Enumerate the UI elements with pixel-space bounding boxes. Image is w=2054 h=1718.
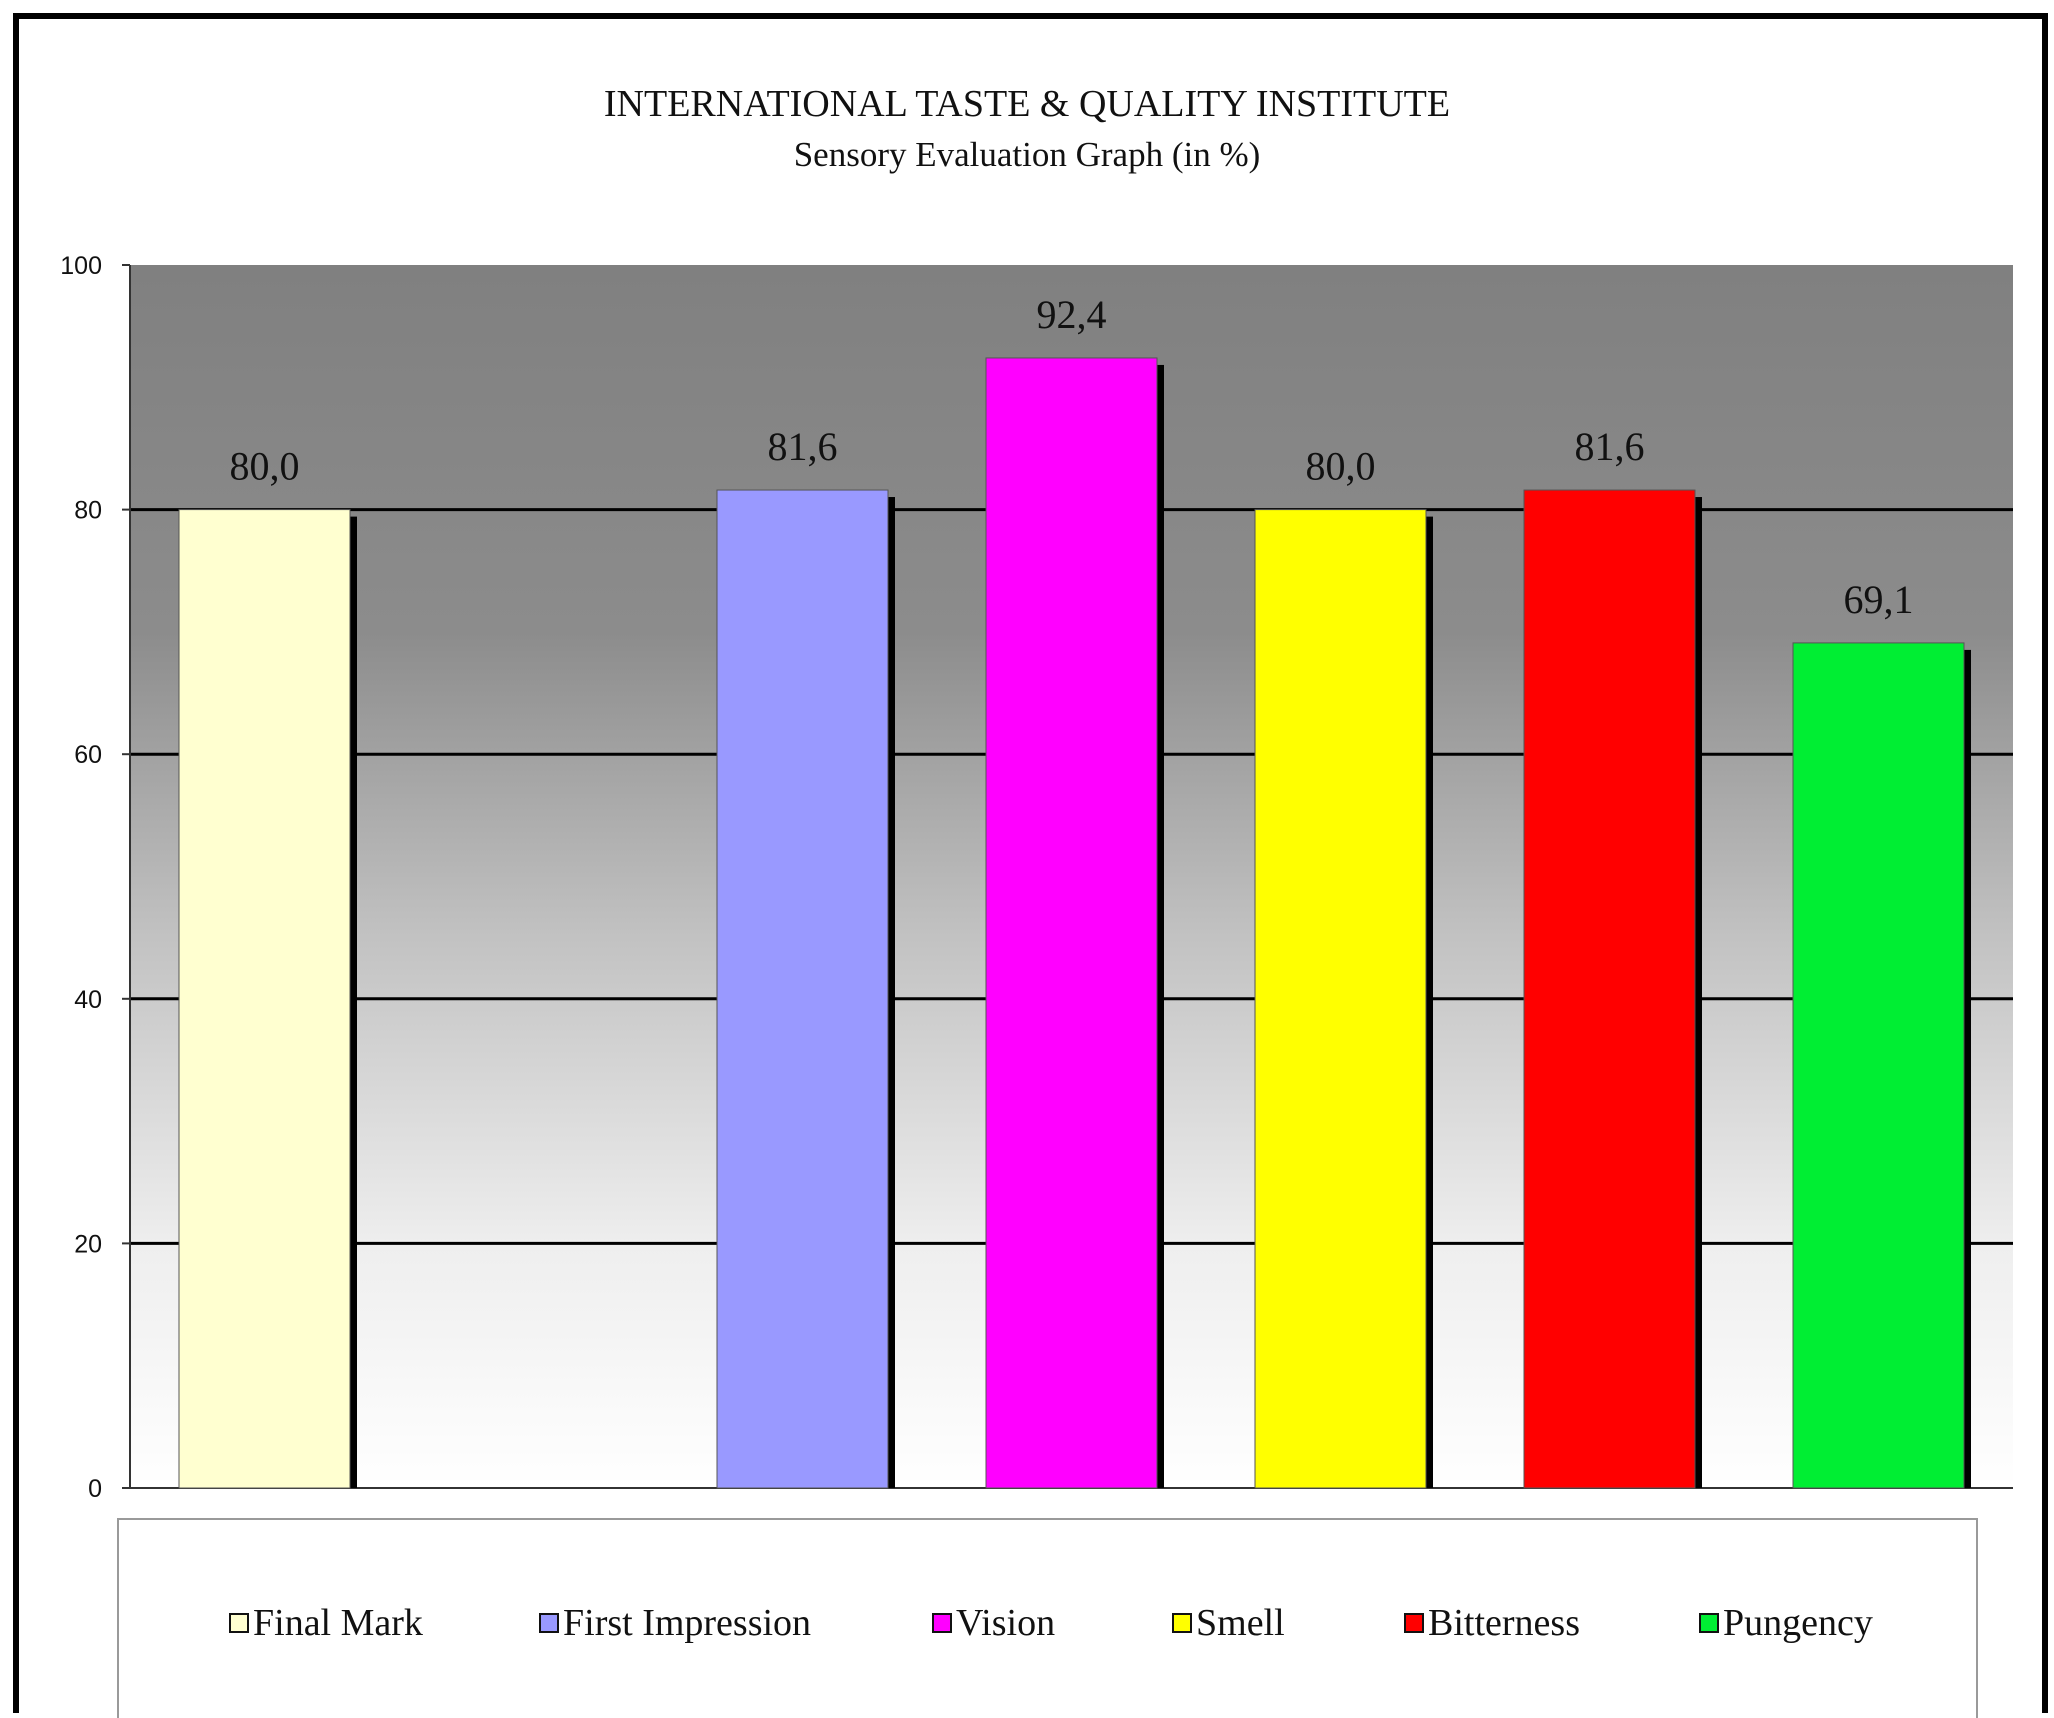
legend-label: First Impression <box>563 1602 812 1644</box>
legend-label: Pungency <box>1723 1602 1873 1644</box>
legend-item-final-mark: Final Mark <box>229 1601 423 1645</box>
y-tick-label: 20 <box>74 1230 102 1258</box>
legend-swatch <box>1172 1613 1192 1633</box>
legend-label: Vision <box>956 1602 1056 1644</box>
data-label: 81,6 <box>768 424 838 469</box>
bar-smell <box>1254 509 1427 1489</box>
bar-first-impression <box>716 489 889 1489</box>
chart-title: INTERNATIONAL TASTE & QUALITY INSTITUTE <box>603 83 1451 125</box>
legend-swatch <box>539 1613 559 1633</box>
legend-label: Bitterness <box>1428 1602 1580 1644</box>
legend-item-bitterness: Bitterness <box>1404 1601 1580 1645</box>
y-tick-label: 0 <box>88 1475 102 1503</box>
legend-item-smell: Smell <box>1172 1601 1285 1645</box>
legend-label: Final Mark <box>253 1602 423 1644</box>
legend-swatch <box>932 1613 952 1633</box>
title-block: INTERNATIONAL TASTE & QUALITY INSTITUTE … <box>0 78 2054 180</box>
legend-swatch <box>1404 1613 1424 1633</box>
legend-item-vision: Vision <box>932 1601 1055 1645</box>
y-tick-label: 100 <box>60 252 102 280</box>
bar-bitterness <box>1523 489 1696 1489</box>
y-tick-label: 80 <box>74 497 102 525</box>
y-tick-label: 60 <box>74 741 102 769</box>
data-label: 80,0 <box>230 444 300 489</box>
legend-label: Smell <box>1196 1602 1285 1644</box>
legend-item-first-impression: First Impression <box>539 1601 811 1645</box>
data-label: 80,0 <box>1306 444 1376 489</box>
legend-swatch <box>1699 1613 1719 1633</box>
data-label: 92,4 <box>1037 292 1107 337</box>
bar-pungency <box>1792 642 1965 1489</box>
bar-final-mark <box>178 509 351 1489</box>
chart-subtitle: Sensory Evaluation Graph (in %) <box>793 135 1261 174</box>
data-label: 69,1 <box>1844 577 1914 622</box>
y-tick-label: 40 <box>74 986 102 1014</box>
data-label: 81,6 <box>1575 424 1645 469</box>
legend-swatch <box>229 1613 249 1633</box>
legend: Final Mark First Impression Vision Smell Bit… <box>117 1518 1978 1718</box>
bar-vision <box>985 357 1158 1489</box>
legend-item-pungency: Pungency <box>1699 1601 1873 1645</box>
